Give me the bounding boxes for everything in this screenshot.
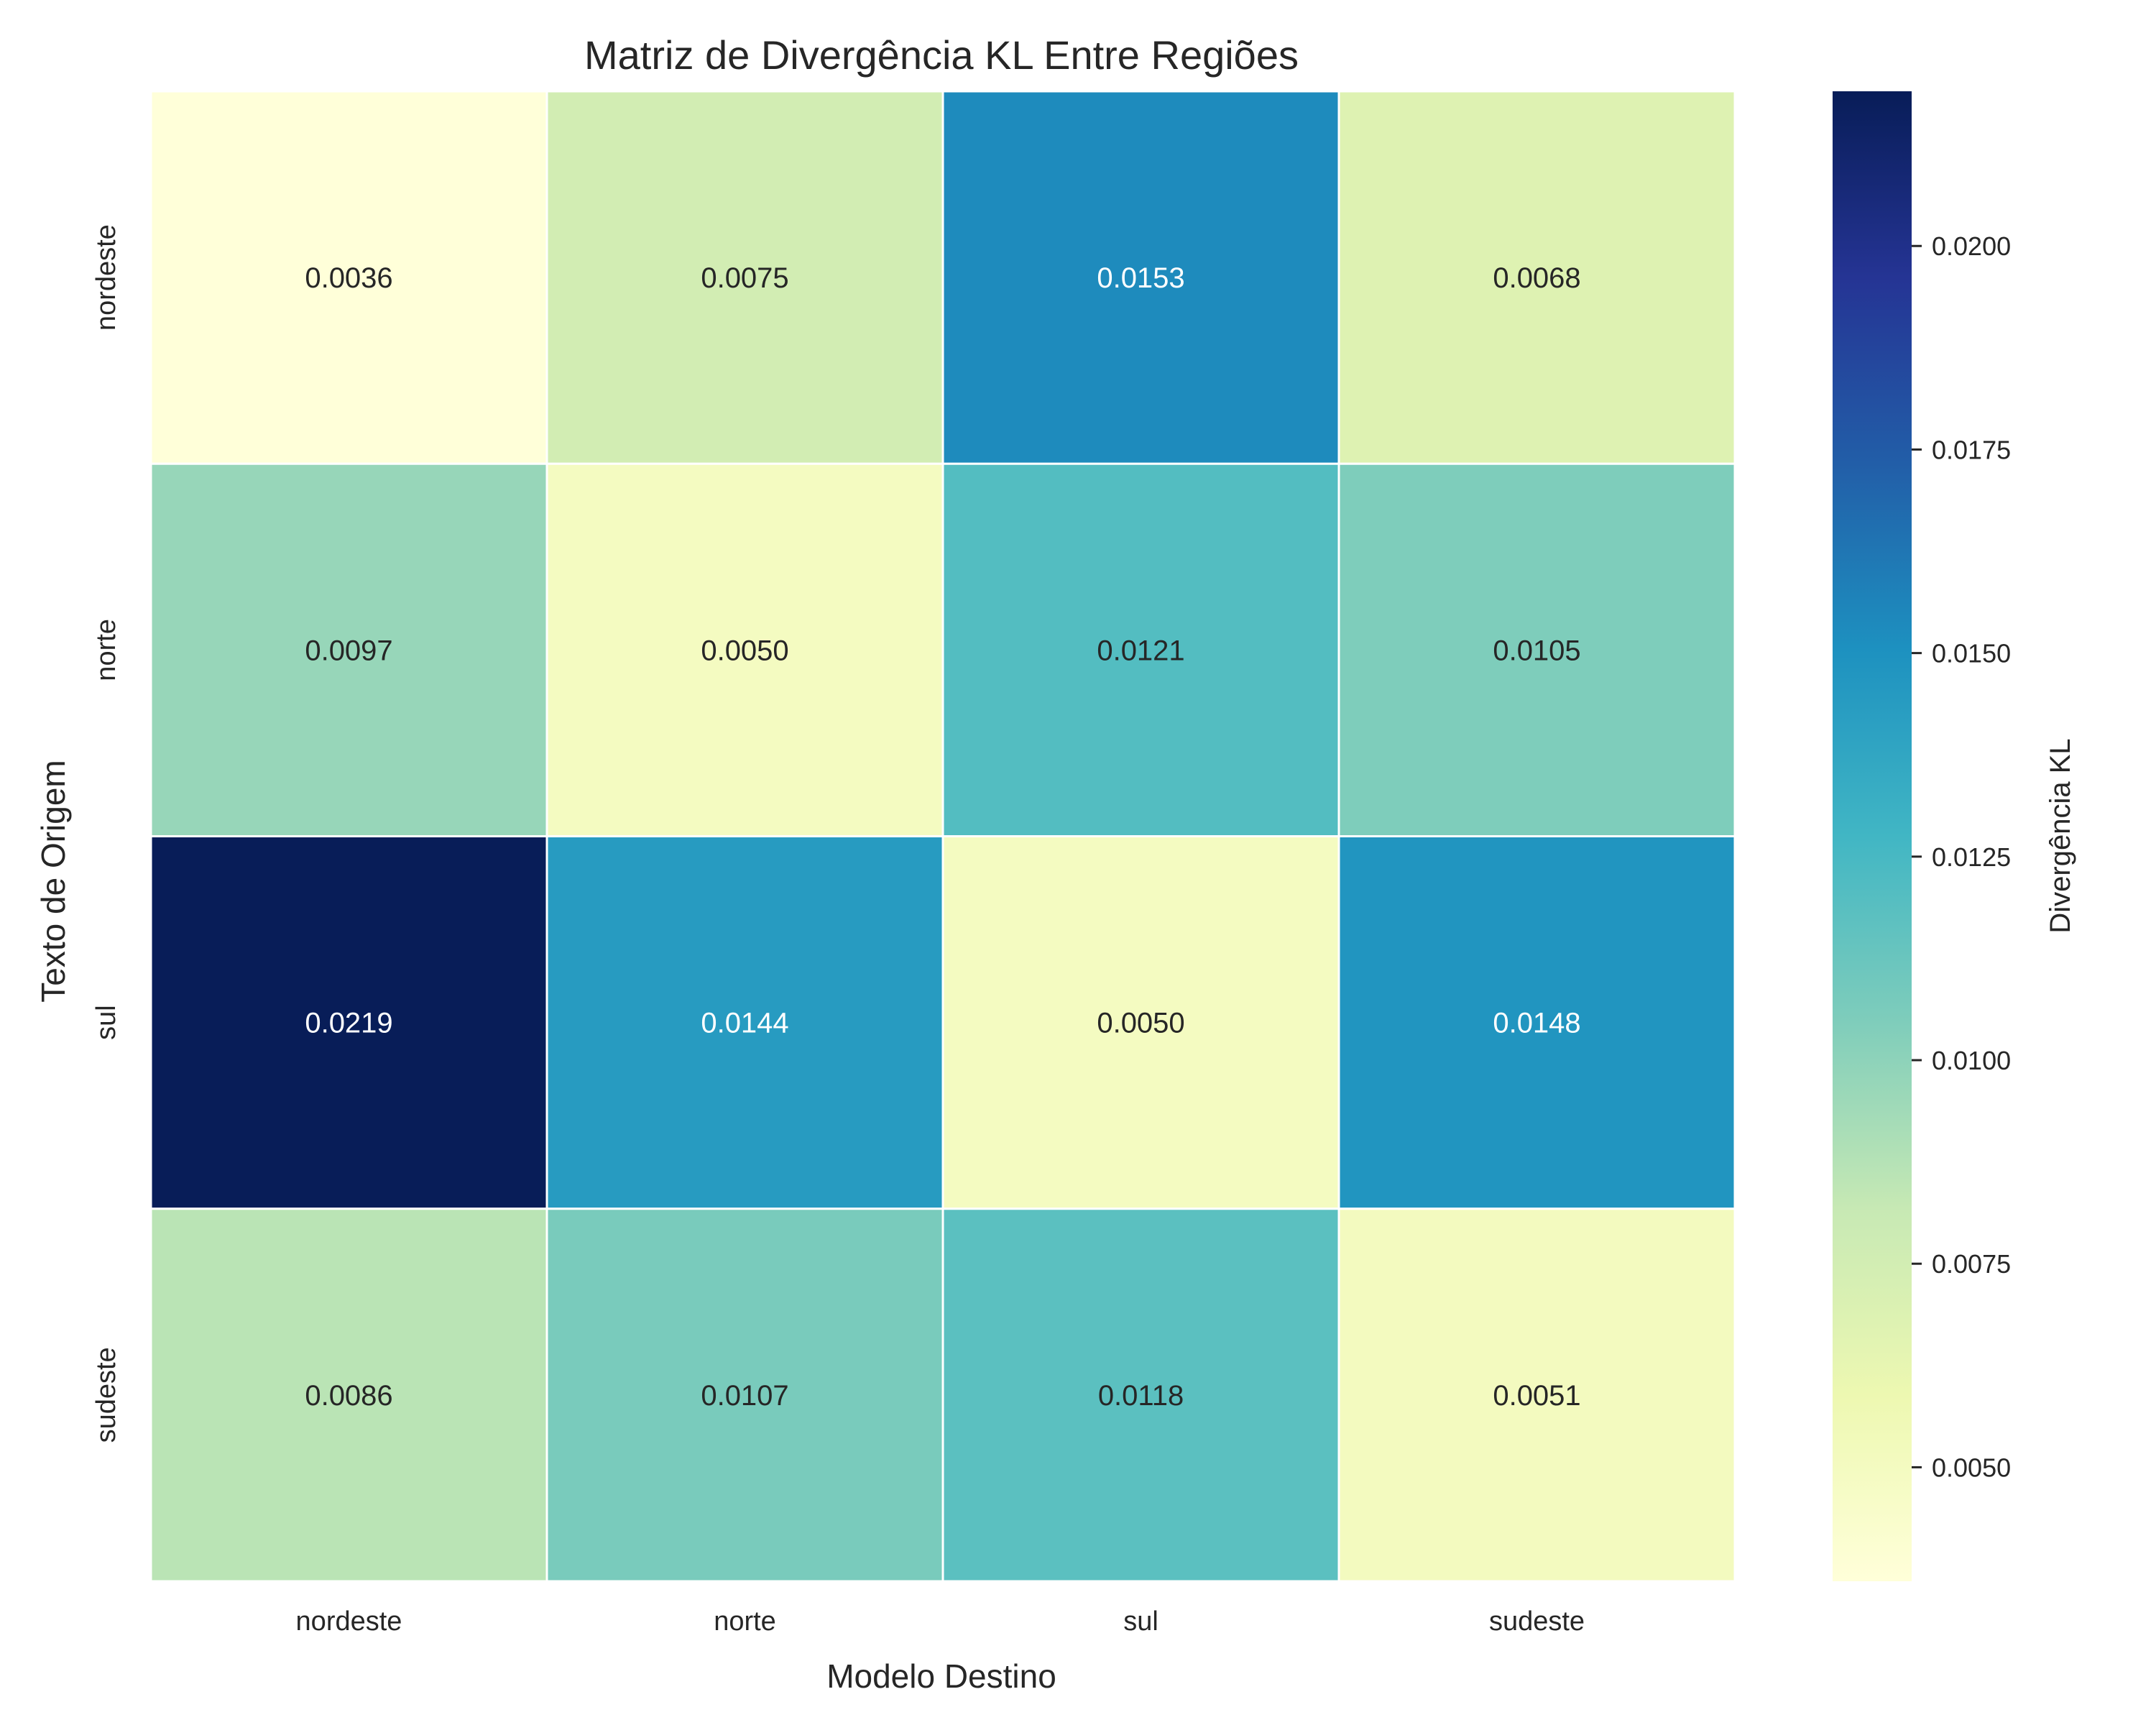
x-tick-label: sudeste	[1489, 1606, 1585, 1637]
heatmap-cell	[941, 462, 1340, 837]
x-tick-labels: nordeste norte sul sudeste	[296, 1606, 1585, 1637]
y-tick-label: nordeste	[91, 224, 121, 331]
heatmap-cell-value: 0.0118	[1098, 1380, 1184, 1412]
heatmap-cell	[545, 1208, 944, 1583]
heatmap-cell	[149, 1208, 548, 1583]
x-tick-label: sul	[1123, 1606, 1158, 1637]
heatmap-cell-value: 0.0050	[701, 635, 788, 666]
y-tick-label: sudeste	[91, 1347, 121, 1443]
colorbar-tick-label: 0.0200	[1932, 231, 2011, 261]
y-tick-label: norte	[91, 619, 121, 681]
x-axis-label: Modelo Destino	[826, 1657, 1056, 1695]
heatmap-cell-value: 0.0148	[1493, 1008, 1580, 1039]
colorbar-tick-label: 0.0175	[1932, 435, 2011, 464]
colorbar-ticks: 0.0050 0.0075 0.0100 0.0125 0.0150 0.0175 0.02…	[1912, 231, 2011, 1482]
colorbar-tick-label: 0.0125	[1932, 842, 2011, 872]
heatmap-cell	[1337, 462, 1736, 837]
colorbar-label: Divergência KL	[2045, 738, 2076, 933]
heatmap-cell-value: 0.0153	[1097, 262, 1184, 294]
heatmap-cell-value: 0.0144	[701, 1008, 788, 1039]
heatmap-cell	[149, 835, 548, 1210]
heatmap-cell	[1337, 1208, 1736, 1583]
heatmap-cell-value: 0.0051	[1493, 1380, 1580, 1412]
heatmap-cell	[1337, 90, 1736, 465]
heatmap-cell	[545, 90, 944, 465]
colorbar-tick-label: 0.0100	[1932, 1046, 2011, 1075]
colorbar-tick-label: 0.0050	[1932, 1453, 2011, 1482]
heatmap-cell-value: 0.0107	[701, 1380, 788, 1412]
colorbar-tick-label: 0.0075	[1932, 1249, 2011, 1279]
x-tick-label: norte	[714, 1606, 776, 1637]
heatmap-cell-value: 0.0068	[1493, 262, 1580, 294]
heatmap-cell-value: 0.0097	[305, 635, 392, 666]
heatmap-cell-value: 0.0036	[305, 262, 392, 294]
heatmap-cell	[545, 462, 944, 837]
heatmap-cell-value: 0.0050	[1097, 1008, 1184, 1039]
heatmap-cell-value: 0.0219	[305, 1008, 392, 1039]
heatmap-cell-value: 0.0105	[1493, 635, 1580, 666]
heatmap-cell-labels: 0.0036 0.0075 0.0153 0.0068 0.0097 0.0050 0.01…	[305, 262, 1580, 1412]
heatmap-cell	[941, 1208, 1340, 1583]
heatmap-cell-value: 0.0086	[305, 1380, 392, 1412]
heatmap-cell	[941, 90, 1340, 465]
y-tick-label: sul	[91, 1005, 121, 1040]
colorbar-tick-label: 0.0150	[1932, 639, 2011, 668]
x-tick-label: nordeste	[296, 1606, 402, 1637]
y-axis-label: Texto de Origem	[34, 760, 72, 1002]
heatmap-cell	[545, 835, 944, 1210]
heatmap-cell-value: 0.0121	[1097, 635, 1184, 666]
chart-title: Matriz de Divergência KL Entre Regiões	[584, 32, 1299, 78]
heatmap-cell	[149, 90, 548, 465]
heatmap-cell	[1337, 835, 1736, 1210]
heatmap-cell-value: 0.0075	[701, 262, 788, 294]
y-tick-labels: nordeste norte sul sudeste	[91, 224, 121, 1443]
colorbar	[1833, 91, 1912, 1581]
heatmap-cells	[149, 90, 1736, 1583]
